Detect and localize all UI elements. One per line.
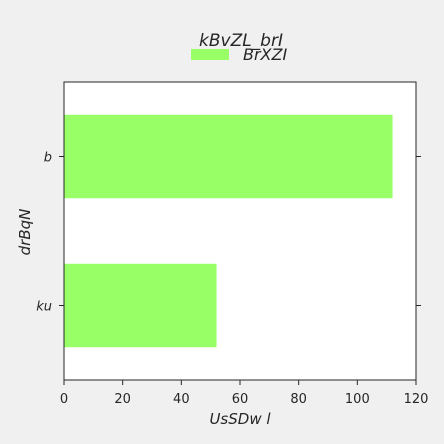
x-tick-label: 60: [232, 392, 249, 407]
x-tick-label: 0: [60, 392, 68, 407]
legend-swatch: [191, 49, 229, 60]
chart-title: kBvZL_brI: [199, 31, 283, 51]
x-tick-label: 100: [345, 392, 370, 407]
x-tick-label: 20: [114, 392, 131, 407]
x-tick-label: 80: [290, 392, 307, 407]
x-tick-label: 40: [173, 392, 190, 407]
y-ticks-group: ku b: [36, 151, 421, 315]
x-ticks-group: 0 20 40 60 80 100 120: [60, 380, 429, 407]
legend-label: BrXZI: [243, 45, 287, 64]
y-tick-label: b: [44, 151, 52, 166]
x-axis-label: UsSDw l: [209, 410, 271, 428]
y-axis-label: drBqN: [16, 209, 34, 256]
x-tick-label: 120: [404, 392, 429, 407]
bar-b: [64, 114, 393, 199]
bars-group: [64, 114, 393, 348]
bar-ku: [64, 263, 217, 348]
y-tick-label: ku: [36, 300, 52, 315]
